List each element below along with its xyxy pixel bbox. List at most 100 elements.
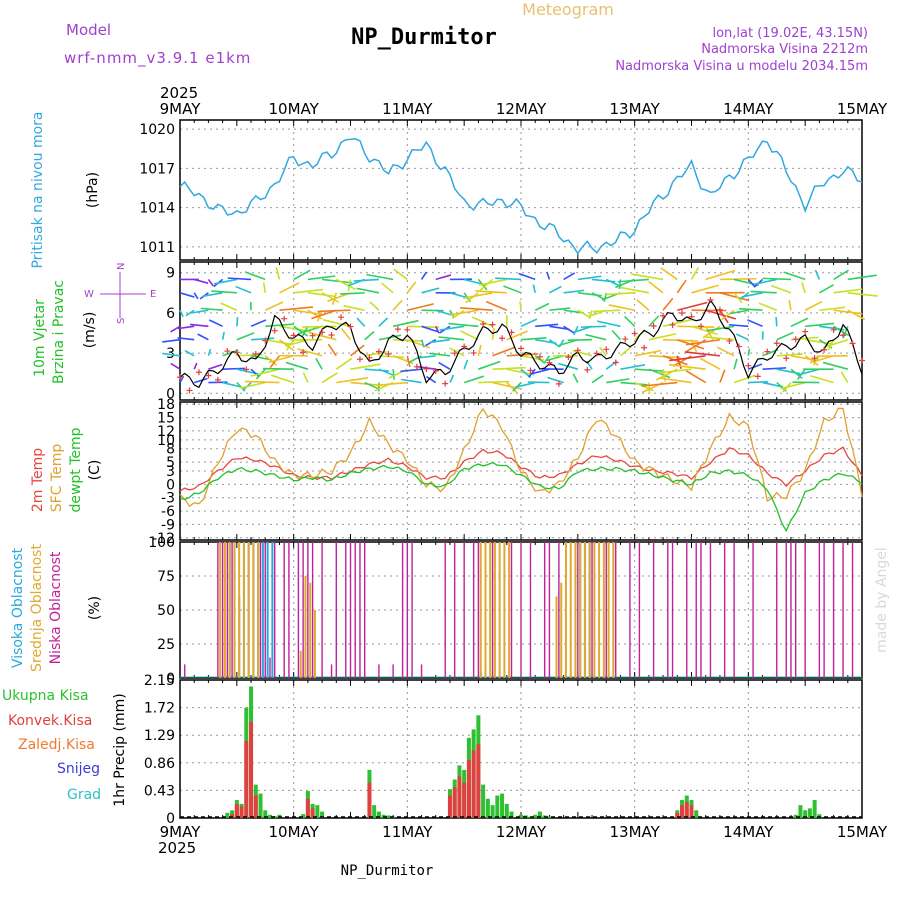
wind-arrow xyxy=(271,375,293,382)
wind-arrow xyxy=(819,285,833,293)
bottom-date-label: 15MAY xyxy=(837,823,888,841)
pressure-ytick-label: 1011 xyxy=(139,240,175,256)
wind-ytick-label: 9 xyxy=(166,266,175,282)
wind-arrow xyxy=(236,287,251,293)
total-precip-bar xyxy=(505,804,509,818)
total-precip-bar xyxy=(491,805,495,818)
wind-arrow xyxy=(609,305,635,310)
conv-precip-bar xyxy=(453,787,457,818)
wind-arrow xyxy=(265,302,283,310)
wind-arrow xyxy=(720,370,725,383)
wind-arrow xyxy=(322,373,337,383)
bottom-date-label: 14MAY xyxy=(723,823,774,841)
conv-precip-bar xyxy=(306,799,310,818)
wind-arrow xyxy=(475,291,507,293)
wind-arrow xyxy=(805,302,822,311)
wind-arrow xyxy=(810,376,833,383)
bottom-date-label: 13MAY xyxy=(610,823,661,841)
mid-cloud-label: Srednja Oblacnost xyxy=(29,544,45,672)
conv-precip-bar xyxy=(367,783,371,818)
wind-arrow xyxy=(393,321,418,327)
wind-arrow xyxy=(264,283,266,293)
wind-gust-marker xyxy=(707,297,713,303)
wind-arrow xyxy=(625,316,635,326)
wind-arrow xyxy=(533,285,535,293)
wind-gust-marker xyxy=(196,369,202,375)
wind-arrow xyxy=(519,274,536,280)
wind-arrow xyxy=(328,344,336,356)
wind-arrow xyxy=(776,317,777,326)
wind-gust-marker xyxy=(234,349,240,355)
wind-arrow xyxy=(606,379,629,383)
wind-gust-marker xyxy=(272,328,278,334)
precipitation-ytick-label: 1.29 xyxy=(144,728,175,744)
wind-unit: (m/s) xyxy=(82,312,98,349)
precipitation-panel: 00.430.861.291.722.15 xyxy=(144,673,862,827)
pressure-ytick-label: 1014 xyxy=(139,201,175,217)
wind-arrow xyxy=(194,293,198,299)
precipitation-frame xyxy=(180,680,862,818)
wind-arrow xyxy=(407,282,415,293)
wind-arrow xyxy=(573,374,578,383)
total-precip-bar xyxy=(372,805,376,818)
wind-arrow xyxy=(279,283,299,293)
wind-arrow xyxy=(593,310,620,311)
wind-gust-marker xyxy=(329,332,335,338)
wind-arrow xyxy=(276,267,279,279)
wind-arrow xyxy=(400,369,421,371)
wind-arrow xyxy=(351,364,381,369)
wind-arrow xyxy=(294,270,311,279)
temp-unit: (C) xyxy=(87,460,103,481)
conv-precip-bar xyxy=(240,806,244,818)
wind-arrow xyxy=(578,276,601,279)
wind-arrow xyxy=(592,375,603,383)
wind-arrow xyxy=(564,273,575,279)
wind-arrow xyxy=(486,302,507,311)
wind-arrow xyxy=(549,286,561,292)
wind-arrow xyxy=(789,300,791,310)
wind-arrow xyxy=(819,307,845,310)
sfc-temp-label: SFC Temp xyxy=(49,444,65,513)
wind-arrow xyxy=(223,332,225,340)
wind-arrow xyxy=(834,270,849,279)
wind-arrow xyxy=(194,363,197,369)
wind-arrow xyxy=(180,293,194,297)
wind-gust-marker xyxy=(793,336,799,342)
wind-arrow xyxy=(472,317,492,326)
wind-arrow xyxy=(407,304,433,310)
wind-arrow xyxy=(336,378,368,383)
compass-south: S xyxy=(116,318,127,324)
top-date-label: 13MAY xyxy=(610,100,661,118)
total-precip-bar xyxy=(315,805,319,818)
wind-arrow xyxy=(815,270,819,279)
wind-arrow xyxy=(340,293,365,294)
wind-arrow xyxy=(357,318,365,326)
station-title: NP_Durmitor xyxy=(351,25,497,50)
pressure-ytick-label: 1017 xyxy=(139,161,175,177)
wind-gust-marker xyxy=(471,350,477,356)
wind-gust-marker xyxy=(584,367,590,373)
cloud-ytick-label: 50 xyxy=(157,603,175,619)
wind-arrow xyxy=(240,383,265,389)
bottom-axis-year: 2025 xyxy=(158,839,196,857)
wind-arrow xyxy=(479,279,507,285)
wind-arrow xyxy=(750,291,776,292)
wind-arrow xyxy=(637,300,649,310)
wind-arrow xyxy=(223,368,245,369)
wind-arrow xyxy=(686,371,706,383)
top-date-label: 12MAY xyxy=(496,100,547,118)
wind-arrow xyxy=(422,272,427,280)
wind-arrow xyxy=(393,300,402,310)
wind-arrow xyxy=(460,331,478,340)
wind-arrow xyxy=(834,289,862,293)
wind-arrow xyxy=(659,378,691,383)
high-cloud-label: Visoka Oblacnost xyxy=(10,547,26,668)
model-name: wrf-nmm_v3.9.1 e1km xyxy=(64,49,251,68)
wind-arrow xyxy=(798,369,819,375)
wind-arrow xyxy=(781,383,805,389)
wind-arrow xyxy=(394,269,408,279)
wind-arrow xyxy=(771,286,791,293)
wind-arrow xyxy=(422,340,425,348)
wind-arrow xyxy=(620,347,631,356)
